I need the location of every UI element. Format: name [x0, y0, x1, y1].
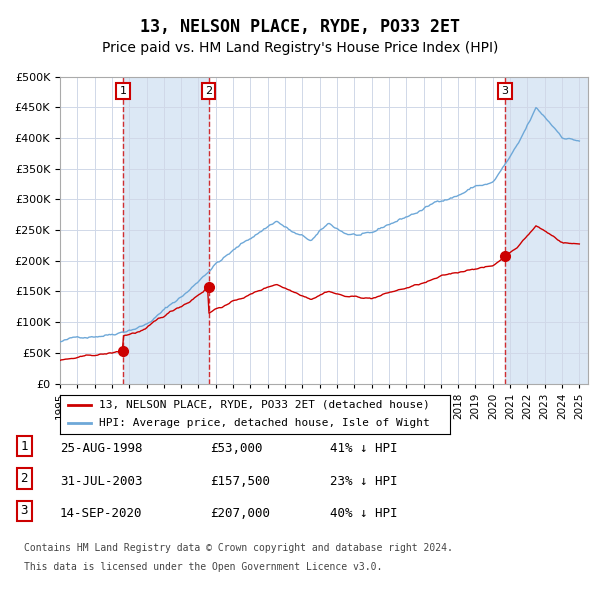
- Text: 31-JUL-2003: 31-JUL-2003: [60, 475, 143, 488]
- Text: 23% ↓ HPI: 23% ↓ HPI: [330, 475, 398, 488]
- Text: 1: 1: [119, 86, 127, 96]
- Text: 13, NELSON PLACE, RYDE, PO33 2ET (detached house): 13, NELSON PLACE, RYDE, PO33 2ET (detach…: [99, 400, 430, 410]
- Text: HPI: Average price, detached house, Isle of Wight: HPI: Average price, detached house, Isle…: [99, 418, 430, 428]
- Text: 40% ↓ HPI: 40% ↓ HPI: [330, 507, 398, 520]
- Text: 3: 3: [502, 86, 509, 96]
- Text: Price paid vs. HM Land Registry's House Price Index (HPI): Price paid vs. HM Land Registry's House …: [102, 41, 498, 55]
- Text: £157,500: £157,500: [210, 475, 270, 488]
- Text: £207,000: £207,000: [210, 507, 270, 520]
- Text: £53,000: £53,000: [210, 442, 263, 455]
- Text: 25-AUG-1998: 25-AUG-1998: [60, 442, 143, 455]
- Text: 3: 3: [20, 504, 28, 517]
- Text: This data is licensed under the Open Government Licence v3.0.: This data is licensed under the Open Gov…: [24, 562, 382, 572]
- Text: 2: 2: [20, 472, 28, 485]
- Text: 1: 1: [20, 440, 28, 453]
- Text: 2: 2: [205, 86, 212, 96]
- Text: 14-SEP-2020: 14-SEP-2020: [60, 507, 143, 520]
- Bar: [505, 77, 588, 384]
- Bar: [123, 77, 209, 384]
- Text: Contains HM Land Registry data © Crown copyright and database right 2024.: Contains HM Land Registry data © Crown c…: [24, 543, 453, 553]
- Text: 41% ↓ HPI: 41% ↓ HPI: [330, 442, 398, 455]
- Text: 13, NELSON PLACE, RYDE, PO33 2ET: 13, NELSON PLACE, RYDE, PO33 2ET: [140, 18, 460, 36]
